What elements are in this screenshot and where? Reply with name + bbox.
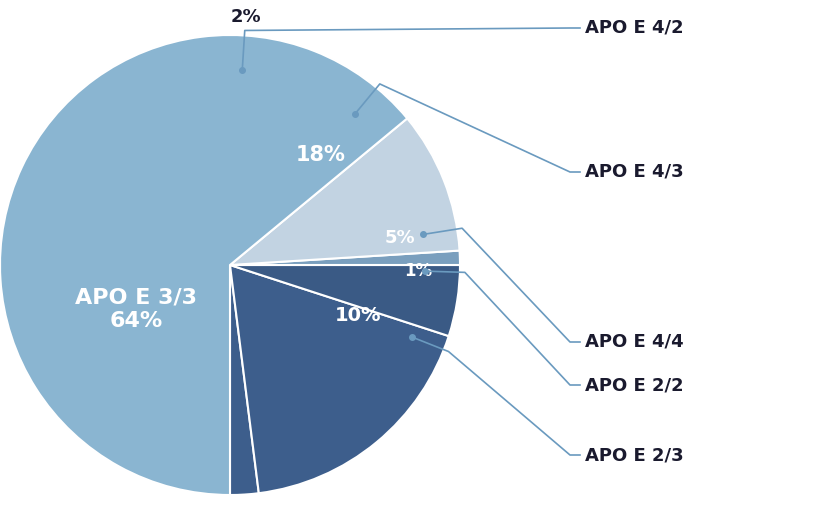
- Wedge shape: [230, 118, 459, 265]
- Wedge shape: [230, 265, 449, 493]
- Text: APO E 2/2: APO E 2/2: [585, 376, 684, 394]
- Wedge shape: [230, 265, 259, 495]
- Text: 10%: 10%: [335, 306, 381, 326]
- Text: 1%: 1%: [404, 262, 433, 280]
- Wedge shape: [0, 35, 407, 495]
- Text: 2%: 2%: [230, 8, 261, 27]
- Wedge shape: [230, 251, 460, 265]
- Text: APO E 4/4: APO E 4/4: [585, 333, 684, 351]
- Wedge shape: [230, 265, 460, 336]
- Text: APO E 4/3: APO E 4/3: [585, 163, 684, 181]
- Text: 5%: 5%: [385, 229, 416, 247]
- Text: APO E 2/3: APO E 2/3: [585, 446, 684, 464]
- Text: APO E 4/2: APO E 4/2: [585, 19, 684, 37]
- Text: APO E 3/3
64%: APO E 3/3 64%: [76, 287, 197, 331]
- Text: 18%: 18%: [296, 145, 346, 165]
